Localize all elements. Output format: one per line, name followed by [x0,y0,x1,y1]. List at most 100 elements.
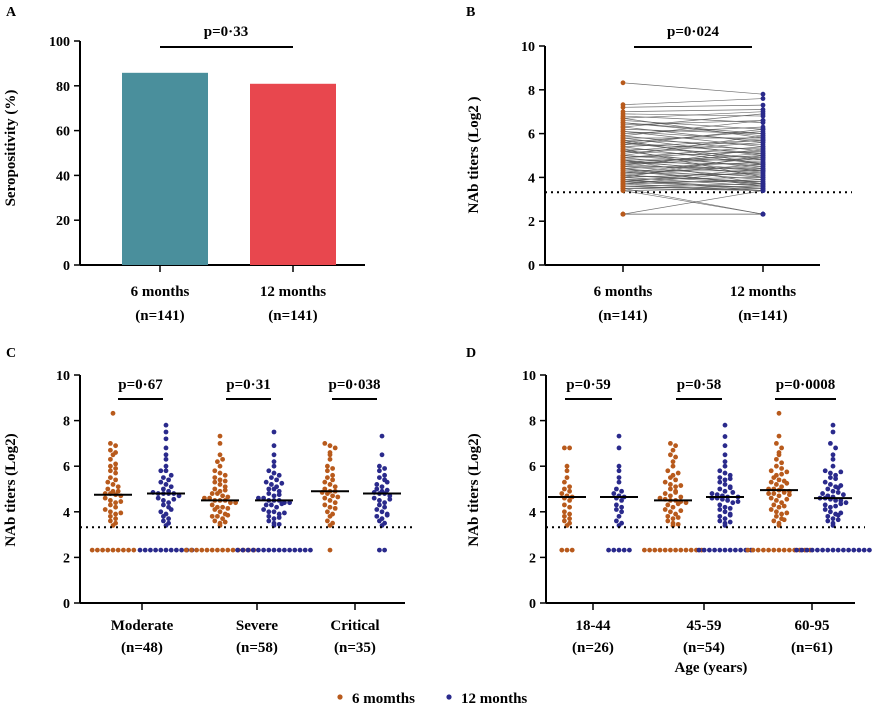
panel-c-y-tick-label: 10 [56,369,70,384]
panel-d-dot-6m [668,475,673,480]
panel-c-dot-6m [113,477,118,483]
panel-c-dot-12m [269,482,274,487]
panel-d-dot-12m [717,486,723,492]
panel-c-dot-12m [384,479,390,485]
panel-c-dot-12m [271,509,277,515]
panel-d-dot-12m [835,517,841,523]
panel-d-dot-12m [804,547,810,553]
panel-d-dot-6m [784,496,790,502]
panel-d-dot-12m [717,475,723,480]
panel-c-dot-6m [108,509,113,515]
panel-c-dot-6m [215,547,220,553]
panel-d-dot-6m [771,502,777,508]
panel-b-pair-line [622,188,764,215]
panel-c-dot-6m [217,509,223,515]
panel-c-dot-12m [382,547,387,553]
panel-d-dot-12m [709,491,715,496]
legend-marker-6-months [337,694,343,700]
panel-c-dot-6m [131,547,137,553]
panel-b-pair-line [622,131,764,141]
panel-b-pair-line [622,179,764,185]
panel-b-point-12m [760,111,766,117]
panel-d-dot-12m [833,476,838,482]
panel-d-dot-6m [774,456,779,462]
panel-b-point-6m [620,129,626,134]
panel-d-dot-12m [828,475,833,480]
panel-b-pair-line [622,126,764,143]
panel-c-dot-6m [230,547,236,553]
panel-b-point-12m [760,144,766,150]
panel-c-dot-12m [166,516,172,522]
panel-d-dot-6m [768,507,774,512]
panel-c: C NAb titers (Log2) 0 2 4 6 8 10 p=0·67 p=0·31… [3,346,415,656]
panel-c-dot-12m [308,547,313,553]
panel-d-dot-6m [678,508,684,514]
panel-b-point-6m [620,161,626,167]
panel-d-dot-6m [784,469,790,475]
panel-c-dot-6m [113,461,118,467]
panel-c-dot-12m [382,500,387,506]
panel-a-cat-1: 6 months [131,284,190,300]
panel-c-dot-6m [220,504,226,510]
panel-b-point-6m [620,155,626,161]
panel-c-dot-6m [113,500,118,506]
panel-c-dot-12m [387,493,393,499]
panel-c-dot-6m [330,477,335,483]
panel-c-dot-6m [118,510,124,516]
panel-c-cat-3: Critical [330,618,379,634]
panel-c-cat-3-n: (n=35) [334,640,376,656]
panel-d-dot-12m [722,470,728,476]
panel-c-dot-6m [108,502,113,508]
panel-d-dot-12m [727,547,733,553]
panel-c-dot-6m [222,478,228,484]
panel-c-dot-12m [379,484,385,490]
panel-b-pair-line [622,183,764,187]
panel-d-dot-6m [665,468,671,474]
panel-b-pair-line [622,170,764,185]
panel-c-dot-6m [189,547,194,553]
panel-d-dot-12m [830,516,836,522]
panel-c-dot-6m [110,452,116,458]
panel-c-dot-12m [142,547,148,553]
panel-c-dot-6m [209,513,215,519]
panel-c-dot-6m [220,516,226,522]
panel-c-cat-1: Moderate [111,618,174,634]
panel-d-dot-12m [856,547,862,553]
panel-d-cat-3-n: (n=61) [791,640,833,656]
panel-b-cat-1-n: (n=141) [598,308,647,324]
panel-c-dot-12m [235,547,241,553]
panel-b-point-6m [620,211,626,217]
panel-d-dot-12m [722,547,728,553]
panel-d-dot-12m [619,504,624,510]
panel-c-dot-12m [282,510,287,516]
panel-c-dot-12m [276,515,282,520]
panel-d-xlabel: Age (years) [675,660,748,676]
panel-b-pair-line [622,174,764,185]
panel-c-dot-6m [325,475,330,480]
panel-b-pair-line [622,148,764,178]
panel-d-dot-6m [779,466,784,471]
panel-c-dot-12m [271,516,277,522]
panel-c-dot-12m [377,475,382,480]
panel-c-dot-6m [102,507,108,512]
panel-d: D NAb titers (Log2) 0 2 4 6 8 10 p=0·59 p=0·58… [466,346,872,676]
panel-c-dot-12m [163,436,169,442]
panel-b-pair-line [622,139,764,148]
panel-d-dot-12m [614,486,619,492]
panel-d-dot-12m [825,547,831,553]
panel-d-dot-6m [779,511,784,517]
panel-b-point-6m [620,166,626,172]
panel-b-pair-line [622,179,764,189]
panel-d-y-tick-label: 2 [529,551,536,566]
panel-d-dot-12m [825,518,831,524]
panel-c-dot-12m [276,511,282,517]
panel-c-dot-6m [325,491,330,496]
panel-c-cat-1-n: (n=48) [121,640,163,656]
panel-d-dot-12m [730,490,736,495]
panel-c-dot-12m [245,547,251,553]
panel-c-dot-12m [161,486,166,492]
panel-c-dot-12m [161,513,166,519]
panel-d-y-tick-label: 0 [529,597,536,612]
legend-marker-12-months [446,694,452,700]
panel-c-dot-12m [271,463,277,469]
